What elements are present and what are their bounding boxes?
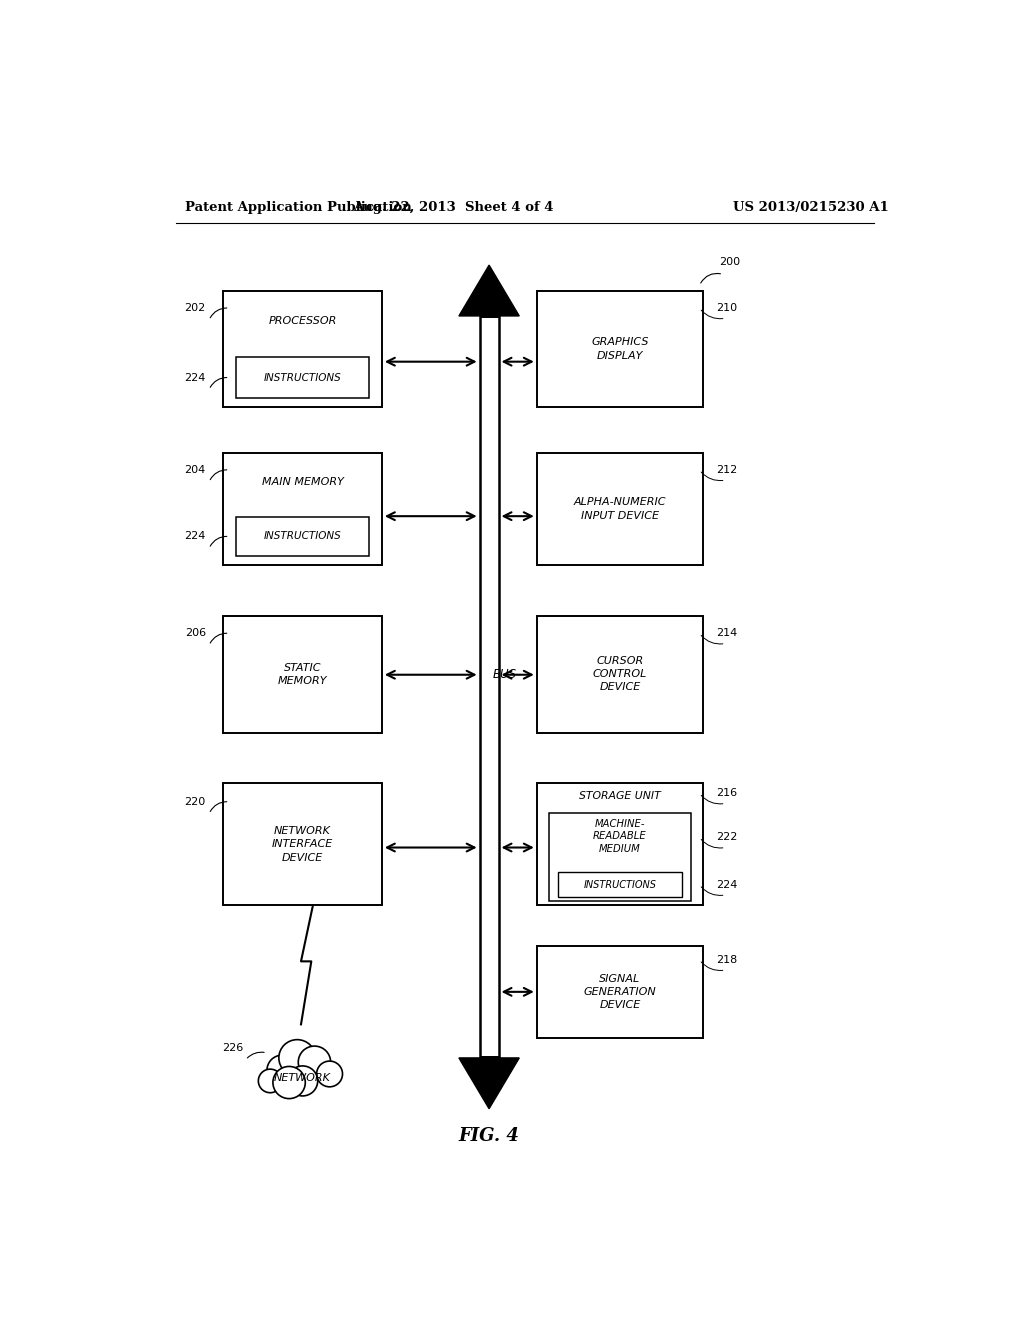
Text: MACHINE-
READABLE
MEDIUM: MACHINE- READABLE MEDIUM: [593, 820, 647, 854]
Ellipse shape: [267, 1055, 297, 1085]
Ellipse shape: [316, 1061, 342, 1086]
Text: 222: 222: [716, 833, 737, 842]
Text: FIG. 4: FIG. 4: [459, 1127, 519, 1146]
Bar: [479, 1056, 499, 1063]
Bar: [549, 813, 691, 900]
Ellipse shape: [279, 1040, 315, 1076]
Text: STATIC
MEMORY: STATIC MEMORY: [278, 663, 328, 686]
Ellipse shape: [273, 1067, 305, 1098]
Text: NETWORK
INTERFACE
DEVICE: NETWORK INTERFACE DEVICE: [272, 826, 333, 863]
Text: 224: 224: [184, 372, 206, 383]
Text: ALPHA-NUMERIC
INPUT DEVICE: ALPHA-NUMERIC INPUT DEVICE: [573, 498, 667, 520]
Text: MAIN MEMORY: MAIN MEMORY: [262, 478, 343, 487]
Text: SIGNAL
GENERATION
DEVICE: SIGNAL GENERATION DEVICE: [584, 974, 656, 1010]
Text: BUS: BUS: [493, 668, 516, 681]
Text: 220: 220: [184, 797, 206, 807]
Text: 218: 218: [716, 954, 737, 965]
Text: 224: 224: [716, 879, 737, 890]
Text: PROCESSOR: PROCESSOR: [268, 315, 337, 326]
Text: Patent Application Publication: Patent Application Publication: [185, 201, 412, 214]
Bar: [223, 784, 382, 906]
Text: 226: 226: [222, 1043, 243, 1053]
Polygon shape: [459, 1057, 519, 1109]
Bar: [558, 873, 682, 898]
Text: 200: 200: [719, 257, 740, 267]
Bar: [223, 453, 382, 565]
Text: INSTRUCTIONS: INSTRUCTIONS: [264, 372, 341, 383]
Bar: [236, 358, 370, 399]
Bar: [223, 290, 382, 408]
Ellipse shape: [288, 1067, 317, 1096]
Bar: [479, 312, 499, 318]
Bar: [537, 946, 703, 1038]
Text: 216: 216: [716, 788, 737, 799]
Text: 202: 202: [184, 304, 206, 313]
Bar: [223, 615, 382, 733]
Text: GRAPHICS
DISPLAY: GRAPHICS DISPLAY: [591, 338, 649, 360]
Text: 214: 214: [716, 628, 737, 639]
Text: 212: 212: [716, 465, 737, 475]
Bar: [537, 290, 703, 408]
Text: 210: 210: [716, 304, 737, 313]
Text: STORAGE UNIT: STORAGE UNIT: [580, 791, 660, 801]
Text: Aug. 22, 2013  Sheet 4 of 4: Aug. 22, 2013 Sheet 4 of 4: [353, 201, 554, 214]
Text: 206: 206: [184, 628, 206, 639]
Text: US 2013/0215230 A1: US 2013/0215230 A1: [732, 201, 889, 214]
Text: INSTRUCTIONS: INSTRUCTIONS: [584, 879, 656, 890]
Bar: [236, 517, 370, 556]
Text: CURSOR
CONTROL
DEVICE: CURSOR CONTROL DEVICE: [593, 656, 647, 693]
Ellipse shape: [258, 1069, 282, 1093]
Text: INSTRUCTIONS: INSTRUCTIONS: [264, 532, 341, 541]
Text: NETWORK: NETWORK: [274, 1073, 331, 1084]
Ellipse shape: [298, 1045, 331, 1078]
Bar: [537, 615, 703, 733]
Bar: [537, 784, 703, 906]
Polygon shape: [459, 265, 519, 315]
Bar: [537, 453, 703, 565]
Text: 224: 224: [184, 532, 206, 541]
Text: 204: 204: [184, 465, 206, 475]
